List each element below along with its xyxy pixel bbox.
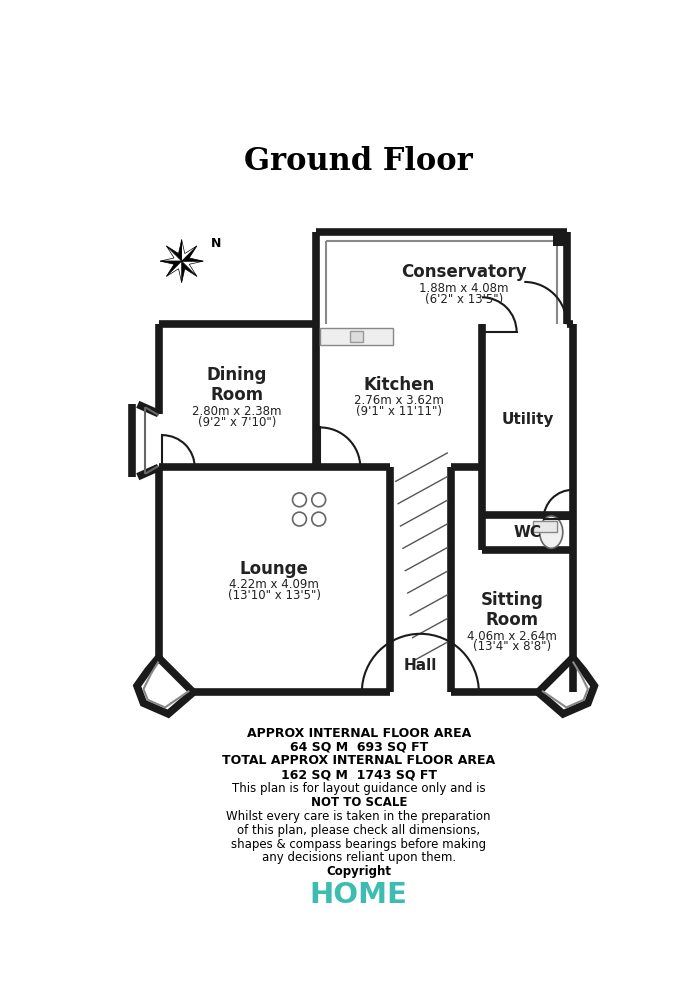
Text: HOME: HOME bbox=[309, 881, 407, 909]
Bar bbox=[350, 331, 363, 342]
Text: Hall: Hall bbox=[404, 658, 437, 673]
Text: Utility: Utility bbox=[501, 412, 554, 427]
Text: Kitchen: Kitchen bbox=[363, 376, 435, 394]
Bar bbox=[553, 231, 567, 245]
Polygon shape bbox=[181, 261, 203, 276]
Polygon shape bbox=[160, 261, 181, 276]
Text: TOTAL APPROX INTERNAL FLOOR AREA: TOTAL APPROX INTERNAL FLOOR AREA bbox=[222, 755, 496, 767]
Text: 2.76m x 3.62m: 2.76m x 3.62m bbox=[354, 394, 444, 407]
Text: (9'1" x 11'11"): (9'1" x 11'11") bbox=[356, 405, 442, 417]
Bar bbox=[316, 231, 567, 324]
Text: 4.22m x 4.09m: 4.22m x 4.09m bbox=[229, 578, 319, 591]
Polygon shape bbox=[167, 261, 181, 283]
Text: 4.06m x 2.64m: 4.06m x 2.64m bbox=[467, 630, 557, 643]
Text: NOT TO SCALE: NOT TO SCALE bbox=[311, 796, 407, 809]
Bar bbox=[158, 324, 573, 692]
Bar bbox=[320, 328, 393, 345]
Polygon shape bbox=[181, 261, 197, 283]
Text: (13'10" x 13'5"): (13'10" x 13'5") bbox=[228, 588, 321, 602]
Text: Ground Floor: Ground Floor bbox=[244, 145, 473, 176]
Text: (6'2" x 13'5"): (6'2" x 13'5") bbox=[425, 293, 503, 307]
Polygon shape bbox=[181, 246, 203, 261]
Text: WC: WC bbox=[513, 525, 541, 540]
Text: (13'4" x 8'8"): (13'4" x 8'8") bbox=[473, 641, 551, 654]
Text: Conservatory: Conservatory bbox=[401, 263, 527, 281]
Text: shapes & compass bearings before making: shapes & compass bearings before making bbox=[231, 838, 486, 851]
Text: 2.80m x 2.38m: 2.80m x 2.38m bbox=[193, 405, 282, 417]
Bar bbox=[533, 521, 557, 532]
Text: 64 SQ M  693 SQ FT: 64 SQ M 693 SQ FT bbox=[290, 741, 428, 754]
Text: (9'2" x 7'10"): (9'2" x 7'10") bbox=[198, 415, 276, 428]
Text: Copyright: Copyright bbox=[326, 865, 391, 878]
Ellipse shape bbox=[540, 516, 563, 548]
Text: of this plan, please check all dimensions,: of this plan, please check all dimension… bbox=[237, 824, 480, 837]
Text: APPROX INTERNAL FLOOR AREA: APPROX INTERNAL FLOOR AREA bbox=[246, 727, 471, 740]
Text: Dining
Room: Dining Room bbox=[207, 366, 267, 405]
Text: Sitting
Room: Sitting Room bbox=[480, 590, 543, 629]
Polygon shape bbox=[160, 246, 181, 261]
Text: 1.88m x 4.08m: 1.88m x 4.08m bbox=[419, 282, 509, 296]
Text: Whilst every care is taken in the preparation: Whilst every care is taken in the prepar… bbox=[227, 810, 491, 823]
Text: Lounge: Lounge bbox=[239, 560, 309, 579]
Text: This plan is for layout guidance only and is: This plan is for layout guidance only an… bbox=[232, 782, 486, 795]
Polygon shape bbox=[167, 239, 181, 261]
Text: 162 SQ M  1743 SQ FT: 162 SQ M 1743 SQ FT bbox=[281, 768, 437, 781]
Text: any decisions reliant upon them.: any decisions reliant upon them. bbox=[262, 852, 456, 864]
Bar bbox=[137, 660, 191, 714]
Text: N: N bbox=[211, 237, 221, 250]
Polygon shape bbox=[181, 239, 197, 261]
